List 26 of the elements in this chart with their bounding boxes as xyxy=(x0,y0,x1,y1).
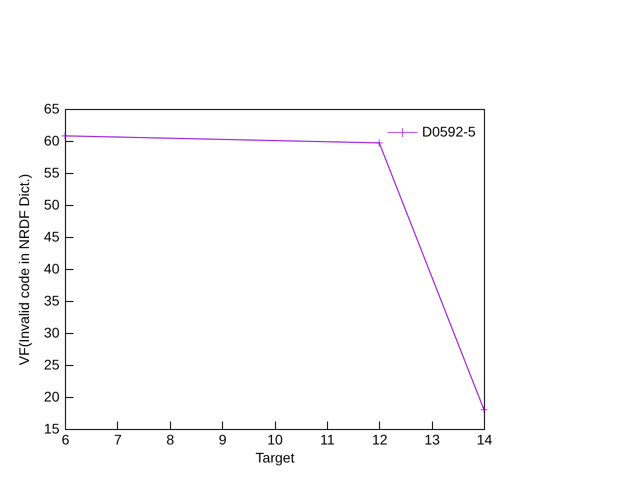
point xyxy=(375,138,384,147)
point xyxy=(60,132,70,140)
x-tick-label: 12 xyxy=(372,432,388,448)
y-axis-title: VF(Invalid code in NRDF Dict.) xyxy=(16,174,32,366)
y-tick-label: 25 xyxy=(44,356,60,372)
y-tick-label: 40 xyxy=(44,260,60,276)
x-tick-label: 7 xyxy=(114,432,122,448)
y-tick-label: 15 xyxy=(44,420,60,436)
x-tick-label: 6 xyxy=(62,432,70,448)
y-tick-label: 55 xyxy=(44,164,60,180)
y-tick-label: 60 xyxy=(44,132,60,148)
y-tick-label: 65 xyxy=(44,100,60,116)
x-tick-label: 8 xyxy=(166,432,174,448)
x-tick-label: 10 xyxy=(267,432,283,448)
point xyxy=(480,406,488,414)
x-axis-title: Target xyxy=(256,450,295,466)
y-tick-label: 20 xyxy=(44,388,60,404)
x-tick-label: 14 xyxy=(476,432,492,448)
y-tick-label: 30 xyxy=(44,324,60,340)
x-tick-label: 9 xyxy=(218,432,227,448)
y-tick-label: 50 xyxy=(44,196,60,212)
y-tick-label: 45 xyxy=(44,228,60,244)
legend-label: D0592-5 xyxy=(422,124,476,140)
y-tick-label: 35 xyxy=(44,292,60,308)
x-tick-label: 13 xyxy=(424,432,440,448)
x-tick-label: 11 xyxy=(320,432,335,448)
